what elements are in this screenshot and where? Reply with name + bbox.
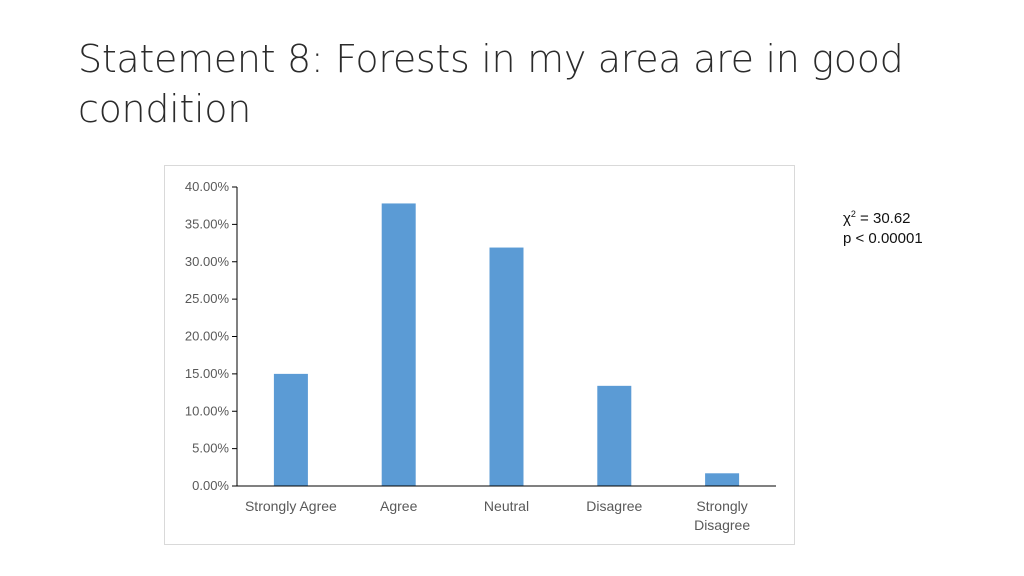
x-tick-label: Strongly Disagree bbox=[694, 498, 750, 533]
chi-square-stats: χ2 = 30.62 p < 0.00001 bbox=[843, 209, 923, 249]
chi-symbol: χ bbox=[843, 210, 851, 227]
y-tick-label: 15.00% bbox=[185, 366, 230, 381]
x-tick-label: Disagree bbox=[586, 498, 642, 514]
chi-exponent: 2 bbox=[850, 209, 856, 219]
bar-neutral bbox=[489, 247, 524, 486]
bars-group bbox=[273, 203, 740, 486]
chart-frame: 0.00% 5.00% 10.00% 15.00% 20.00% 25.00% 30.00%… bbox=[164, 165, 795, 545]
x-tick-label: Agree bbox=[380, 498, 418, 514]
x-axis-labels: Strongly Agree Agree Neutral Disagree Strong… bbox=[245, 498, 750, 533]
bar-disagree bbox=[597, 385, 632, 486]
bar-strongly-disagree bbox=[705, 473, 740, 486]
chi-value: = 30.62 bbox=[855, 210, 911, 227]
bar-strongly-agree bbox=[273, 373, 308, 486]
y-tick-label: 40.00% bbox=[185, 179, 230, 194]
bar-agree bbox=[381, 203, 416, 486]
x-tick-label: Neutral bbox=[484, 498, 529, 514]
y-tick-label: 0.00% bbox=[192, 478, 229, 493]
y-tick-label: 5.00% bbox=[192, 441, 229, 456]
y-tick-label: 10.00% bbox=[185, 403, 230, 418]
chi-square-line: χ2 = 30.62 bbox=[843, 209, 923, 229]
y-axis-ticks: 0.00% 5.00% 10.00% 15.00% 20.00% 25.00% 30.00%… bbox=[185, 179, 237, 493]
y-tick-label: 30.00% bbox=[185, 254, 230, 269]
y-tick-label: 25.00% bbox=[185, 291, 230, 306]
bar-chart: 0.00% 5.00% 10.00% 15.00% 20.00% 25.00% 30.00%… bbox=[185, 179, 776, 533]
y-tick-label: 35.00% bbox=[185, 216, 230, 231]
p-value-line: p < 0.00001 bbox=[843, 230, 923, 247]
x-tick-label: Strongly Agree bbox=[245, 498, 337, 514]
axes-group bbox=[236, 187, 776, 487]
slide-title: Statement 8: Forests in my area are in g… bbox=[78, 37, 904, 131]
y-tick-label: 20.00% bbox=[185, 329, 230, 344]
